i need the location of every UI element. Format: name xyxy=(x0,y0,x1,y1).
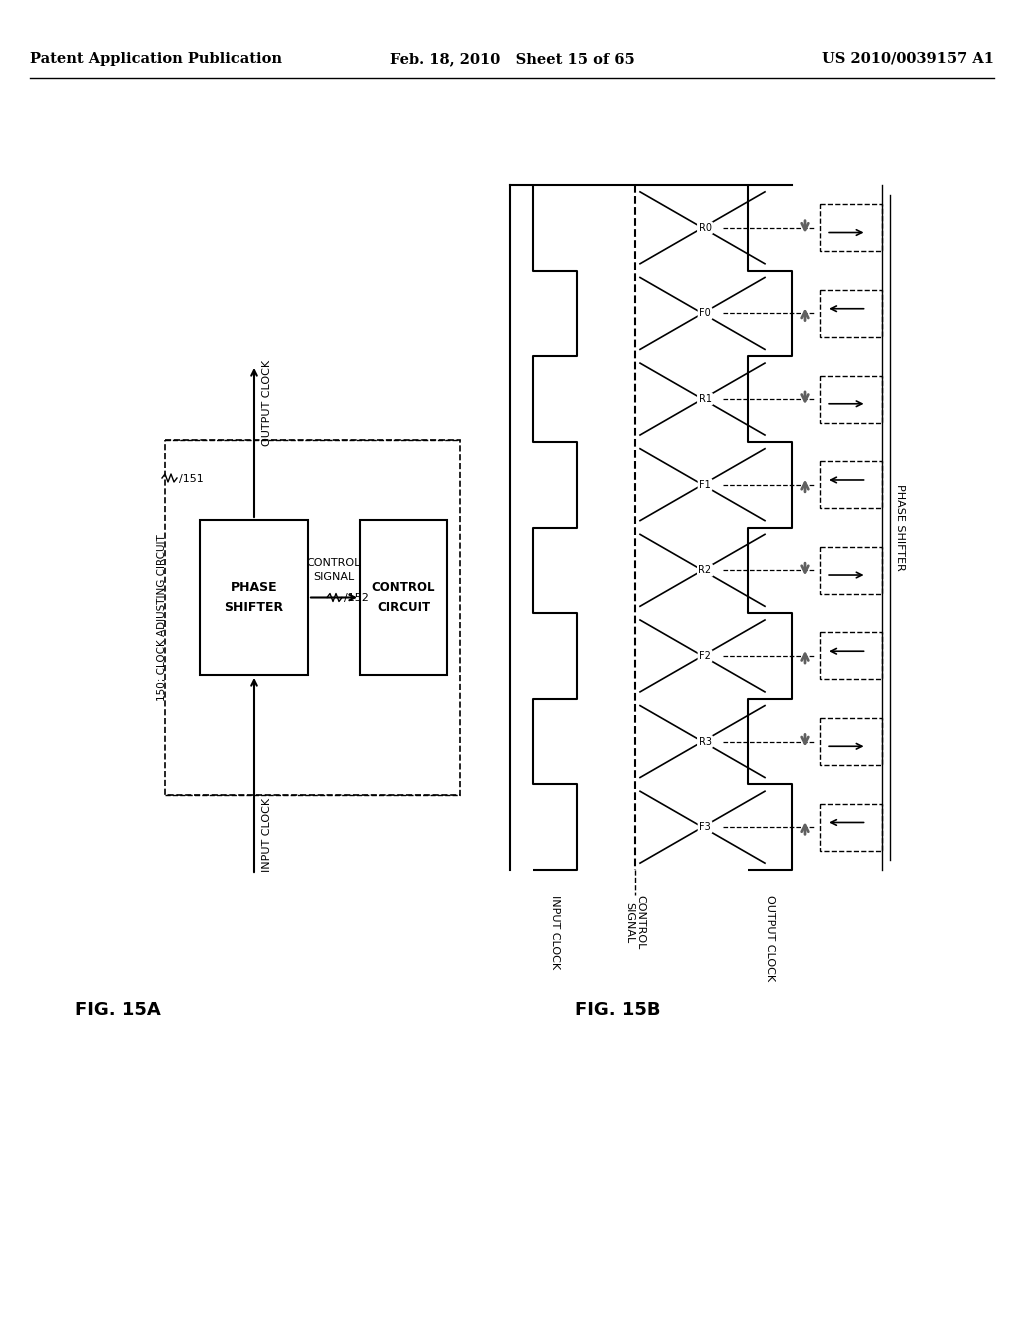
Bar xyxy=(820,718,882,766)
Bar xyxy=(360,520,447,675)
Text: PHASE: PHASE xyxy=(230,581,278,594)
Text: 150; CLOCK ADJUSTING CIRCUIT: 150; CLOCK ADJUSTING CIRCUIT xyxy=(157,535,167,701)
Text: SHIFTER: SHIFTER xyxy=(224,601,284,614)
Text: /151: /151 xyxy=(179,474,204,484)
Text: US 2010/0039157 A1: US 2010/0039157 A1 xyxy=(822,51,994,66)
Text: F0: F0 xyxy=(699,309,711,318)
Text: R0: R0 xyxy=(698,223,712,232)
Text: OUTPUT CLOCK: OUTPUT CLOCK xyxy=(262,359,272,446)
Text: CONTROL: CONTROL xyxy=(307,557,361,568)
Bar xyxy=(820,205,882,251)
Bar xyxy=(820,290,882,337)
Bar xyxy=(820,375,882,422)
Text: F2: F2 xyxy=(699,651,711,661)
Text: F1: F1 xyxy=(699,479,711,490)
Text: PHASE SHIFTER: PHASE SHIFTER xyxy=(895,484,905,570)
Text: INPUT CLOCK: INPUT CLOCK xyxy=(262,797,272,873)
Text: FIG. 15A: FIG. 15A xyxy=(75,1001,161,1019)
Bar xyxy=(200,520,308,675)
Text: R3: R3 xyxy=(698,737,712,747)
Text: SIGNAL: SIGNAL xyxy=(313,573,354,582)
Bar xyxy=(820,461,882,508)
Text: CONTROL: CONTROL xyxy=(372,581,435,594)
Text: Patent Application Publication: Patent Application Publication xyxy=(30,51,282,66)
Text: OUTPUT CLOCK: OUTPUT CLOCK xyxy=(765,895,775,981)
Text: CIRCUIT: CIRCUIT xyxy=(377,601,430,614)
Text: Feb. 18, 2010   Sheet 15 of 65: Feb. 18, 2010 Sheet 15 of 65 xyxy=(389,51,635,66)
Bar xyxy=(165,440,460,795)
Text: /152: /152 xyxy=(344,594,369,603)
Text: R1: R1 xyxy=(698,395,712,404)
Text: F3: F3 xyxy=(699,822,711,832)
Bar xyxy=(820,632,882,680)
Text: CONTROL
SIGNAL: CONTROL SIGNAL xyxy=(625,895,646,949)
Bar xyxy=(820,804,882,850)
Text: FIG. 15B: FIG. 15B xyxy=(575,1001,660,1019)
Text: R2: R2 xyxy=(698,565,712,576)
Text: INPUT CLOCK: INPUT CLOCK xyxy=(550,895,560,969)
Bar xyxy=(820,546,882,594)
